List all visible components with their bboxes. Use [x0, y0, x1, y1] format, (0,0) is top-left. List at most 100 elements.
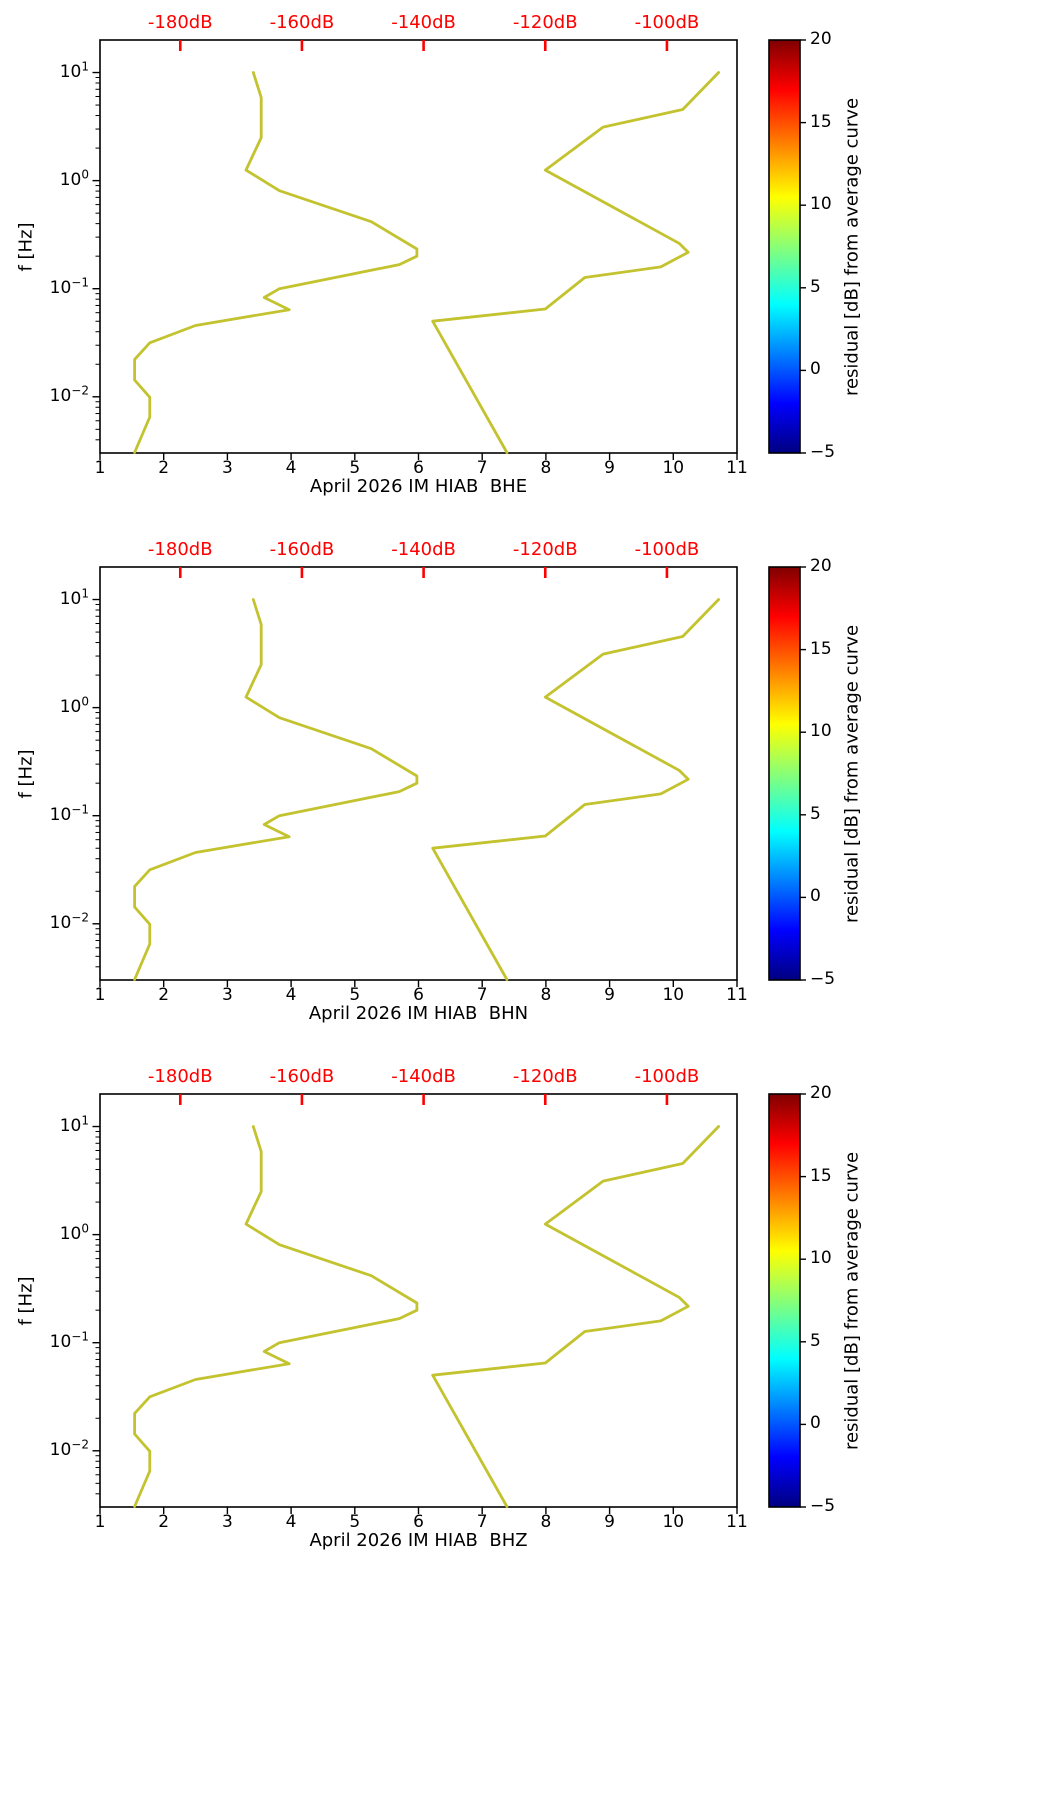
- y-tick-base: 10: [49, 386, 72, 407]
- top-axis-label: -100dB: [634, 12, 700, 33]
- left-noise-curve: [133, 598, 419, 981]
- colorbar-tick-label: −5: [810, 442, 836, 463]
- colorbar: [768, 566, 801, 981]
- y-tick-base: 10: [59, 61, 82, 82]
- y-tick-exponent: 1: [81, 586, 89, 601]
- y-tick-base: 10: [49, 1331, 72, 1352]
- x-tick-label: 8: [540, 985, 552, 1005]
- x-tick-label: 11: [726, 458, 748, 478]
- colorbar-ticks: [800, 1093, 806, 1508]
- top-axis-label: -120dB: [512, 1066, 578, 1087]
- top-axis-ticks: [178, 567, 669, 578]
- y-tick-label: 100: [59, 168, 89, 191]
- colorbar-tick-label: 20: [810, 29, 832, 50]
- y-tick-exponent: −2: [71, 1437, 89, 1452]
- colorbar-tick-label: 5: [810, 277, 821, 298]
- colorbar-tick-label: 5: [810, 804, 821, 825]
- right-noise-curve: [431, 598, 720, 981]
- x-tick-label: 3: [221, 985, 233, 1005]
- top-axis-label: -120dB: [512, 12, 578, 33]
- x-tick-label: 2: [158, 985, 170, 1005]
- y-tick-label: 100: [59, 1222, 89, 1245]
- top-axis-ticks: [178, 1094, 669, 1105]
- colorbar-label: residual [dB] from average curve: [841, 1151, 863, 1450]
- y-tick-label: 101: [60, 1114, 89, 1137]
- x-tick-label: 6: [413, 458, 424, 478]
- colorbar-tick-label: 0: [810, 886, 821, 907]
- panel-BHZ: -180dB -160dB -140dB -120dB -100dB 1 2 3 4 5 6 7 8 9 1…: [0, 1054, 1052, 1581]
- x-tick-label: 10: [662, 1512, 685, 1532]
- x-tick-label: 7: [476, 458, 488, 478]
- x-tick-label: 1: [94, 985, 106, 1005]
- x-tick-label: 2: [158, 458, 170, 478]
- y-tick-exponent: 0: [81, 1221, 89, 1236]
- top-axis-label: -100dB: [634, 1066, 700, 1087]
- colorbar-tick-label: 15: [810, 1165, 832, 1186]
- x-tick-label: 4: [285, 985, 297, 1005]
- right-noise-curve: [431, 71, 720, 454]
- x-tick-label: 2: [158, 1512, 170, 1532]
- x-axis-ticks: [99, 1507, 738, 1514]
- plot-canvas: [92, 566, 806, 987]
- y-tick-base: 10: [49, 1440, 72, 1461]
- left-noise-curve: [133, 71, 419, 454]
- colorbar-tick-label: 0: [810, 1413, 821, 1434]
- y-tick-exponent: 1: [81, 1113, 89, 1128]
- y-axis-label: f [Hz]: [15, 1275, 37, 1326]
- y-axis-major-ticks: [92, 598, 100, 925]
- x-tick-label: 5: [349, 985, 361, 1005]
- y-tick-label: 10−1: [50, 276, 89, 299]
- left-noise-curve: [133, 1125, 419, 1508]
- colorbar-tick-label: 20: [810, 556, 832, 577]
- colorbar: [768, 39, 801, 454]
- y-axis-label: f [Hz]: [15, 748, 37, 799]
- x-tick-label: 5: [349, 458, 361, 478]
- y-axis-minor-ticks: [95, 1130, 100, 1495]
- colorbar-ticks: [800, 566, 806, 981]
- y-tick-label: 101: [60, 587, 89, 610]
- x-axis-ticks: [99, 980, 738, 987]
- x-tick-label: 11: [726, 985, 748, 1005]
- top-axis-ticks: [178, 40, 669, 51]
- y-tick-label: 10−2: [49, 911, 89, 934]
- plot-frame: [99, 39, 738, 454]
- y-tick-base: 10: [59, 1223, 82, 1244]
- plot-frame: [99, 566, 738, 981]
- top-axis-label: -160dB: [269, 12, 335, 33]
- x-axis-ticks: [99, 453, 738, 460]
- x-tick-label: 8: [540, 1512, 552, 1532]
- x-tick-label: 9: [604, 985, 616, 1005]
- top-axis-label: -180dB: [147, 12, 213, 33]
- x-axis-title: April 2026 IM HIAB BHN: [308, 1003, 529, 1024]
- colorbar-tick-label: 20: [810, 1083, 832, 1104]
- plot-frame: [99, 1093, 738, 1508]
- y-tick-base: 10: [49, 804, 72, 825]
- plot-canvas: [92, 1093, 806, 1514]
- top-axis-label: -140dB: [391, 539, 456, 560]
- x-tick-label: 1: [94, 1512, 106, 1532]
- colorbar-label: residual [dB] from average curve: [841, 624, 863, 923]
- panel-BHN: -180dB -160dB -140dB -120dB -100dB 1 2 3 4 5 6 7 8 9 1…: [0, 527, 1052, 1054]
- y-tick-base: 10: [49, 913, 72, 934]
- top-axis-label: -140dB: [391, 1066, 456, 1087]
- y-tick-exponent: 0: [81, 694, 89, 709]
- colorbar: [768, 1093, 801, 1508]
- x-axis-title: April 2026 IM HIAB BHE: [309, 476, 528, 497]
- x-tick-label: 3: [221, 458, 233, 478]
- x-tick-label: 7: [476, 985, 488, 1005]
- y-tick-label: 100: [60, 695, 89, 718]
- x-tick-label: 3: [221, 1512, 233, 1532]
- x-tick-label: 11: [726, 1512, 748, 1532]
- top-axis-label: -100dB: [634, 539, 700, 560]
- y-axis-label: f [Hz]: [15, 221, 37, 272]
- y-tick-label: 101: [59, 60, 89, 83]
- x-tick-label: 4: [285, 1512, 297, 1532]
- y-axis-minor-ticks: [95, 603, 100, 968]
- y-tick-label: 10−2: [49, 384, 89, 407]
- y-tick-base: 10: [59, 169, 82, 190]
- y-tick-label: 10−2: [49, 1438, 89, 1461]
- colorbar-tick-label: 5: [810, 1331, 821, 1352]
- x-tick-label: 6: [413, 985, 424, 1005]
- top-axis-label: -180dB: [147, 1066, 213, 1087]
- x-tick-label: 9: [604, 1512, 616, 1532]
